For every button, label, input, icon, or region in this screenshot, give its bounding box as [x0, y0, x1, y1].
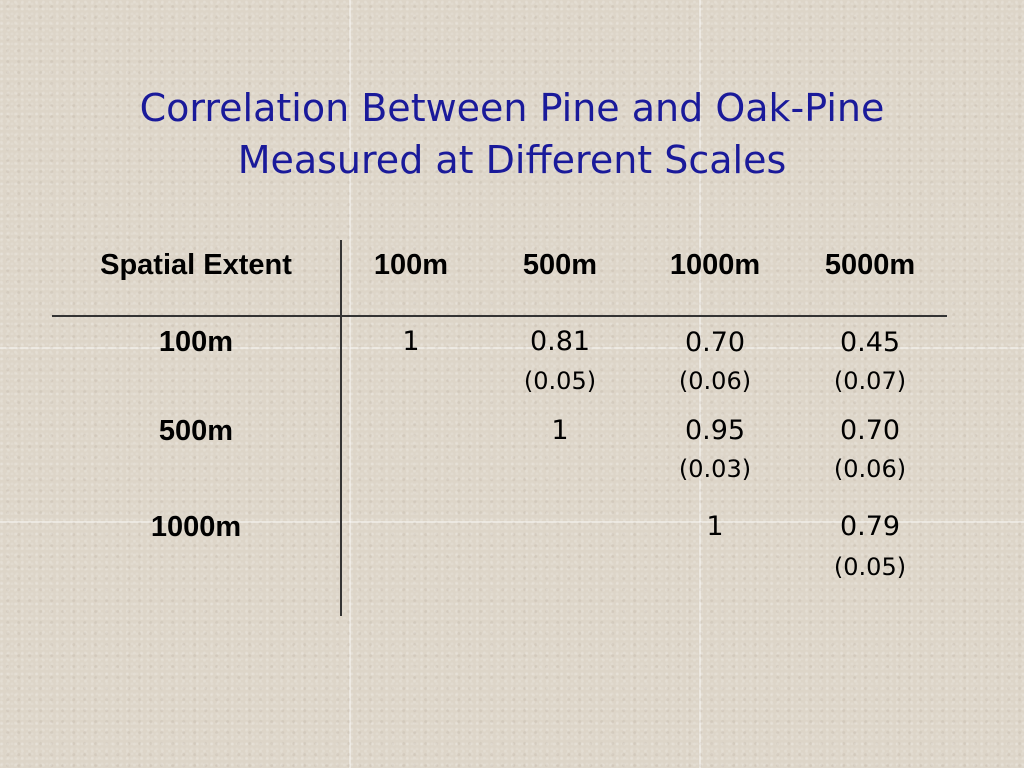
- table-cell-standard-error: (0.07): [833, 367, 907, 395]
- column-header-1000m: 1000m: [669, 249, 761, 281]
- row-header-500m: 500m: [158, 415, 234, 447]
- slide-title-line-2: Measured at Different Scales: [237, 138, 787, 182]
- slide-title-line-1: Correlation Between Pine and Oak-Pine: [139, 86, 885, 130]
- table-cell-standard-error: (0.05): [833, 553, 907, 581]
- table-cell-value: 0.70: [839, 415, 901, 446]
- table-cell-value: 0.45: [839, 327, 901, 358]
- table-cell-value: 0.70: [684, 327, 746, 358]
- table-cell-value: 1: [706, 511, 724, 542]
- table-cell-value: 0.79: [839, 511, 901, 542]
- table-horizontal-divider: [52, 315, 947, 317]
- slide-title: Correlation Between Pine and Oak-Pine Me…: [0, 82, 1024, 186]
- table-cell-value: 1: [551, 415, 569, 446]
- table-cell-standard-error: (0.03): [678, 455, 752, 483]
- table-cell-value: 1: [402, 326, 420, 357]
- column-header-5000m: 5000m: [824, 249, 916, 281]
- column-header-100m: 100m: [373, 249, 449, 281]
- table-cell-value: 0.95: [684, 415, 746, 446]
- table-cell-standard-error: (0.06): [678, 367, 752, 395]
- table-vertical-divider: [340, 240, 342, 616]
- table-cell-standard-error: (0.05): [523, 367, 597, 395]
- header-spatial-extent: Spatial Extent: [100, 249, 292, 281]
- row-header-1000m: 1000m: [150, 511, 242, 543]
- column-header-500m: 500m: [522, 249, 598, 281]
- row-header-100m: 100m: [158, 326, 234, 358]
- table-cell-value: 0.81: [529, 326, 591, 357]
- table-cell-standard-error: (0.06): [833, 455, 907, 483]
